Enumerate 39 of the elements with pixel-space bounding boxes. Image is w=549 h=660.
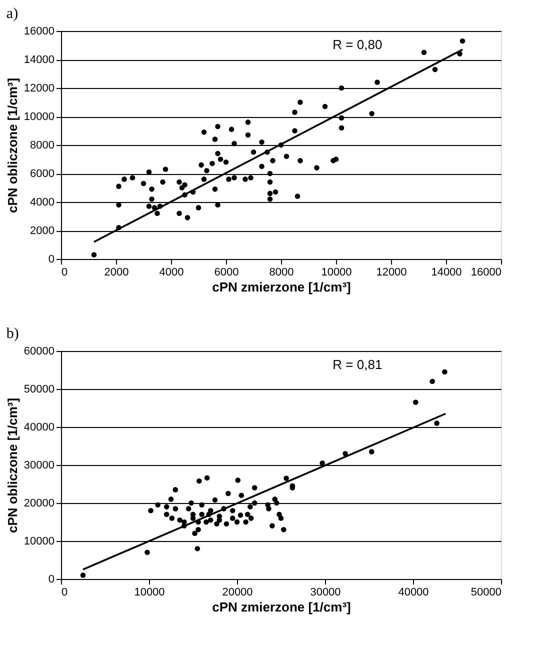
annotation: R = 0,80 (332, 37, 382, 52)
y-tick-label: 2000 (30, 225, 54, 237)
x-tick-label: 16000 (470, 266, 502, 278)
y-tick-label: 10000 (24, 536, 54, 548)
y-tick-label: 4000 (30, 196, 54, 208)
x-axis-title: cPN zmierzone [1/cm³] (212, 600, 351, 614)
x-tick-label: 10000 (321, 266, 352, 278)
x-tick-label: 0 (62, 266, 68, 278)
x-tick-label: 8000 (269, 266, 294, 278)
y-tick-label: 60000 (24, 346, 54, 358)
y-tick-label: 12000 (24, 82, 54, 94)
x-tick-label: 14000 (431, 266, 462, 278)
x-tick-label: 4000 (159, 266, 184, 278)
y-tick-label: 0 (48, 574, 54, 586)
y-axis-title: cPN obliczone [1/cm³] (4, 78, 20, 214)
y-tick-label: 40000 (24, 422, 54, 434)
x-tick-label: 20000 (222, 586, 253, 598)
y-tick-label: 10000 (24, 111, 54, 123)
x-tick-label: 0 (62, 586, 68, 598)
y-tick-label: 6000 (30, 168, 54, 180)
x-tick-label: 30000 (310, 586, 341, 598)
x-tick-label: 10000 (134, 586, 165, 598)
x-tick-label: 50000 (470, 586, 502, 598)
x-tick-label: 40000 (398, 586, 429, 598)
chart-title: b) (6, 326, 19, 342)
x-tick-label: 2000 (104, 266, 129, 278)
chart-title: a) (6, 6, 18, 22)
x-axis-title: cPN zmierzone [1/cm³] (212, 280, 351, 294)
y-tick-label: 0 (48, 254, 54, 266)
y-axis-title: cPN obliczone [1/cm³] (4, 398, 20, 534)
y-tick-label: 8000 (30, 140, 54, 152)
y-tick-label: 14000 (24, 54, 54, 66)
annotation: R = 0,81 (332, 357, 382, 372)
x-tick-label: 6000 (214, 266, 239, 278)
y-tick-label: 50000 (24, 384, 54, 396)
y-tick-label: 16000 (24, 26, 54, 38)
x-tick-label: 12000 (376, 266, 407, 278)
y-tick-label: 30000 (24, 460, 54, 472)
y-tick-label: 20000 (24, 498, 54, 510)
